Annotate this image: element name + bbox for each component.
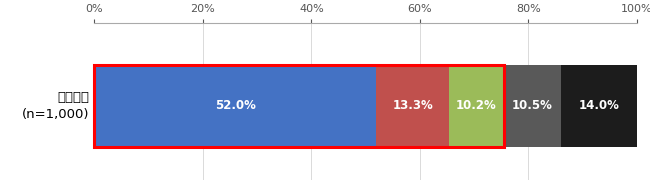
Bar bbox=[561, 65, 637, 147]
Text: 10.5%: 10.5% bbox=[512, 99, 553, 112]
Text: 10.2%: 10.2% bbox=[456, 99, 497, 112]
Text: 14.0%: 14.0% bbox=[578, 99, 619, 112]
Bar bbox=[504, 65, 561, 147]
Bar bbox=[376, 65, 448, 147]
Text: 13.3%: 13.3% bbox=[392, 99, 433, 112]
Bar bbox=[448, 65, 504, 147]
Text: 52.0%: 52.0% bbox=[215, 99, 256, 112]
Bar bbox=[94, 65, 376, 147]
